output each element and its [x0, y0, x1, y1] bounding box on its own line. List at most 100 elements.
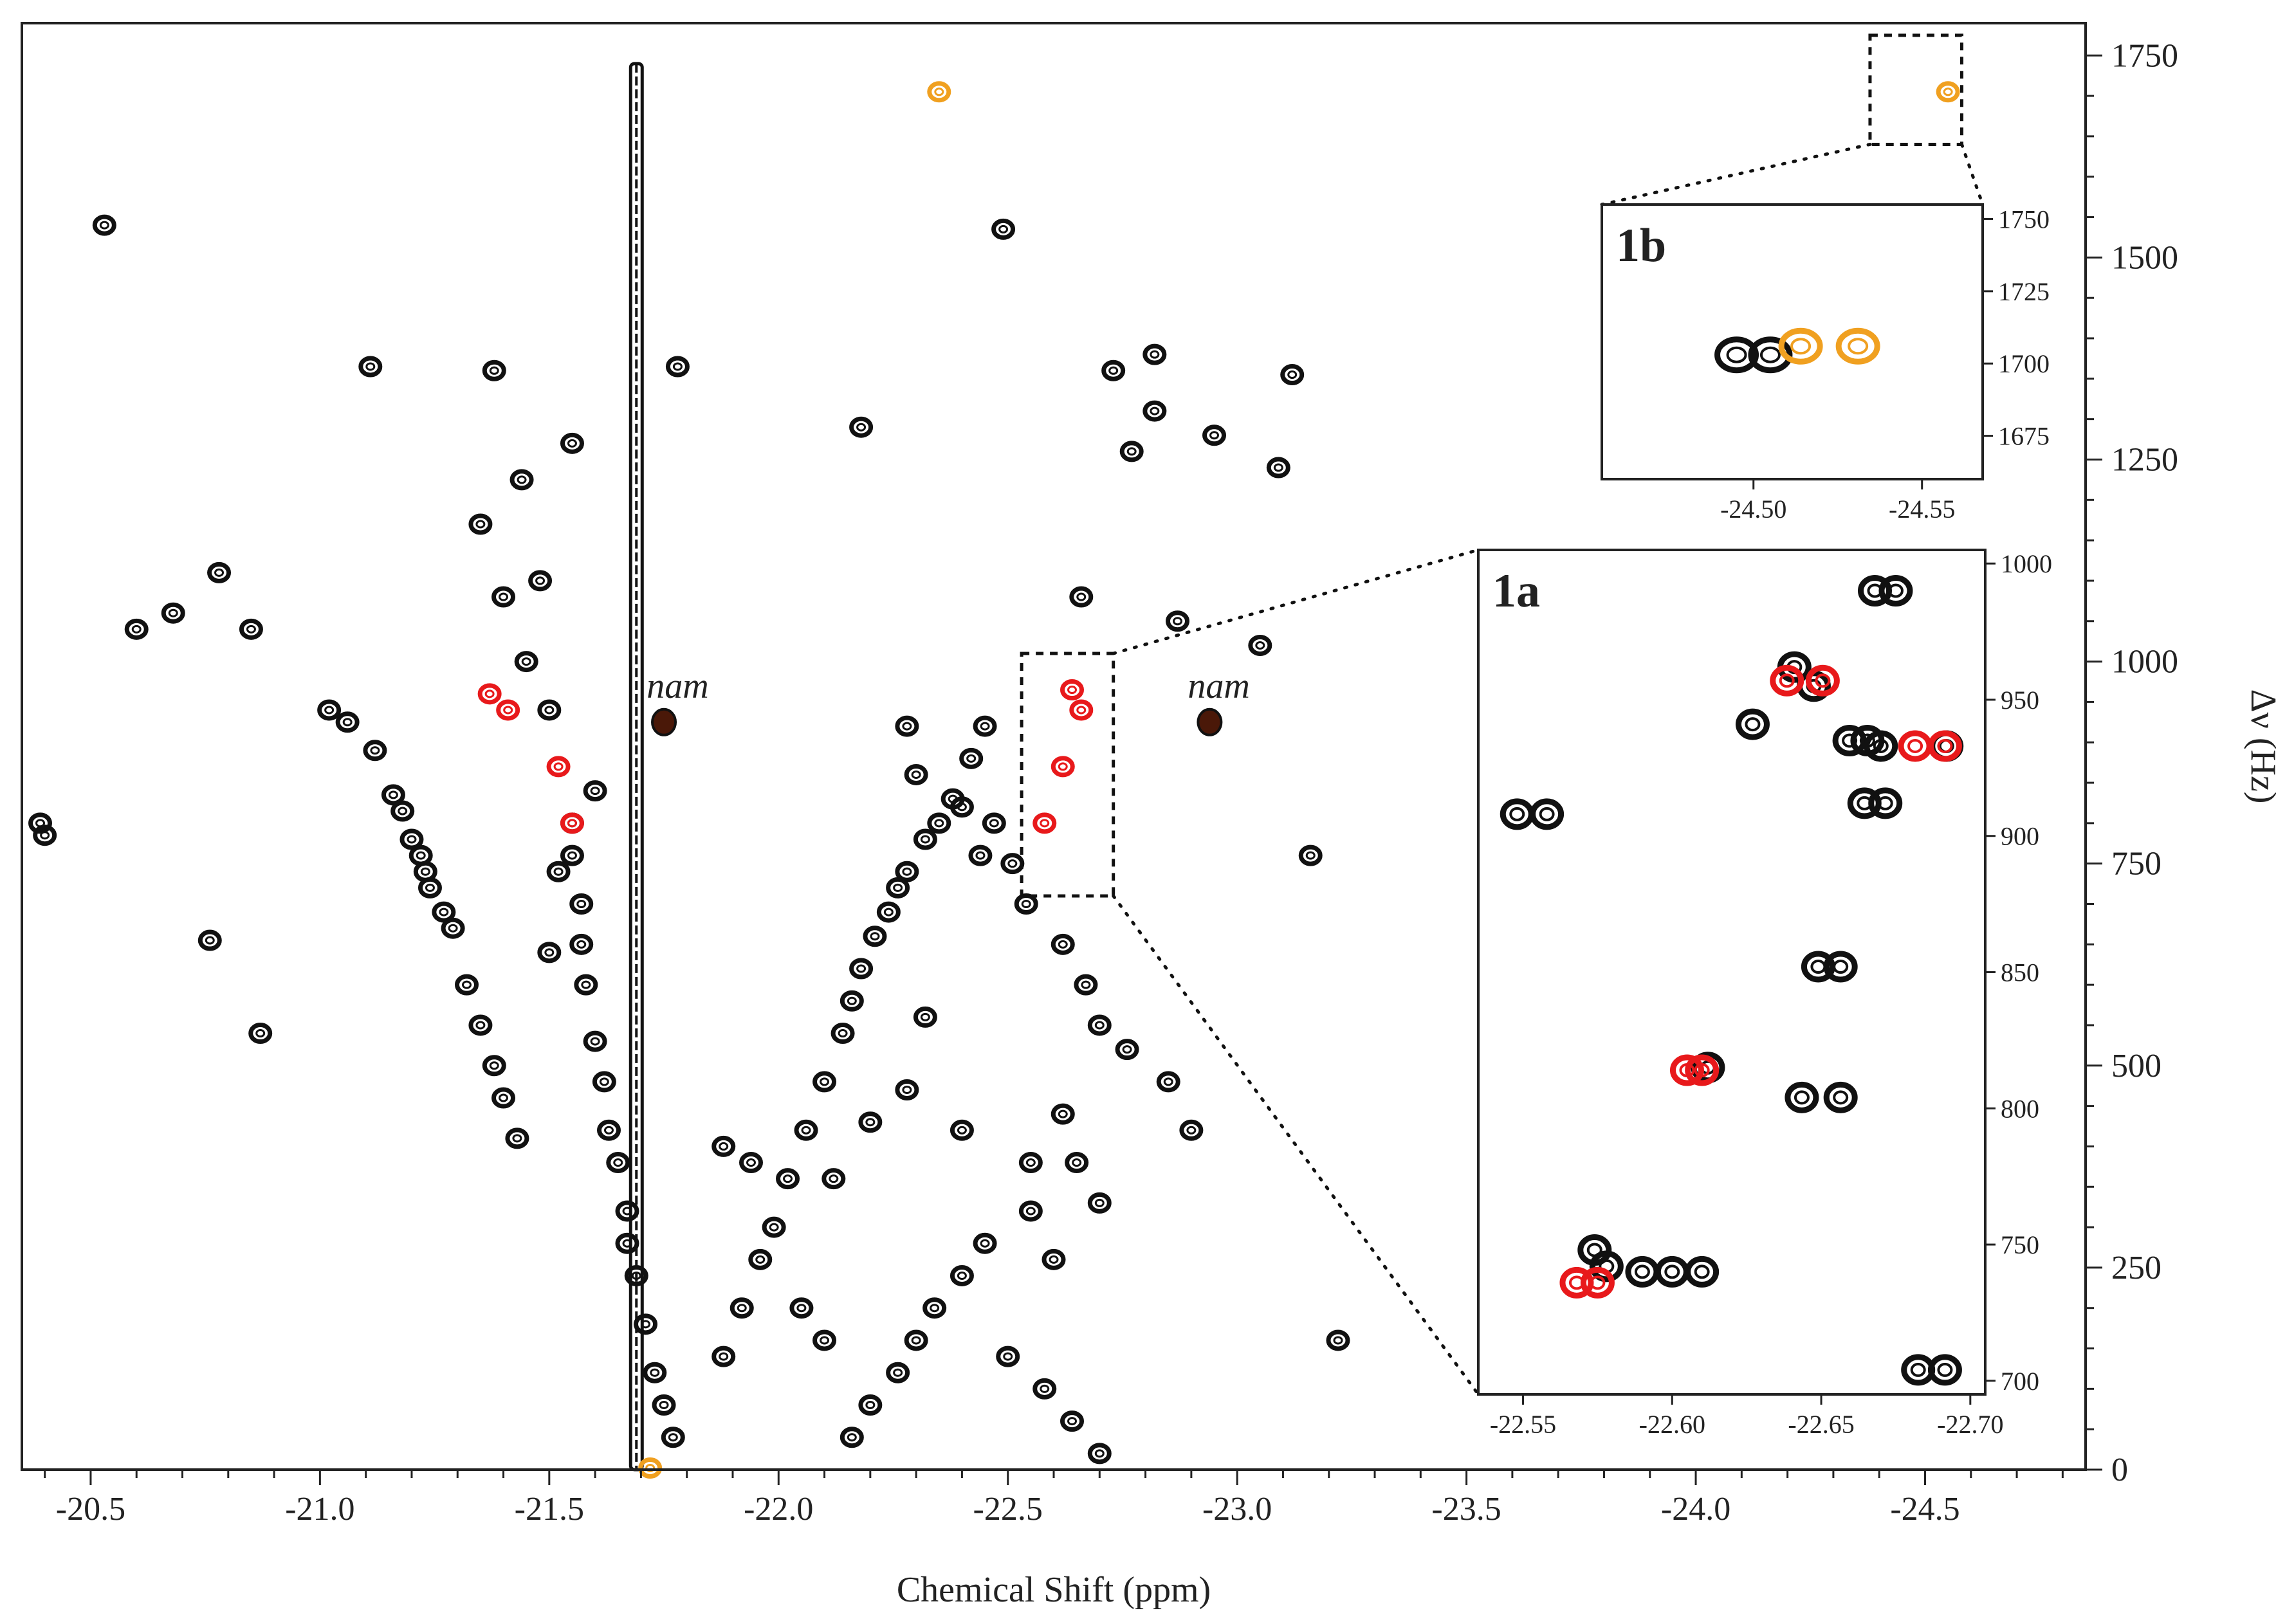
peak-peaks-inner — [1058, 940, 1068, 949]
peak-peaks-orange — [927, 81, 951, 103]
peak-peaks — [950, 1264, 974, 1286]
peak-peaks — [895, 861, 919, 882]
peak-peaks-inner — [603, 1126, 614, 1135]
peak-peaks-red-inner — [567, 819, 577, 828]
peak-peaks-inner — [40, 831, 50, 840]
peak-peaks — [996, 1346, 1020, 1367]
peak-peaks-inner — [544, 706, 555, 715]
peak-peaks — [1165, 610, 1189, 632]
peak-peaks — [748, 1248, 773, 1270]
inset-peak-peaks-orange — [1778, 327, 1823, 365]
peak-peaks-inner — [847, 996, 857, 1005]
peak-peaks-inner — [911, 770, 921, 779]
peak-peaks-inner — [737, 1304, 747, 1313]
inset-y-tick-label: 850 — [2001, 958, 2039, 987]
peak-peaks-inner — [1025, 1158, 1036, 1167]
peak-peaks-inner — [1150, 406, 1160, 415]
inset-peak-peaks-red — [1669, 1054, 1704, 1086]
zoom-box-1a — [1020, 652, 1115, 898]
peak-peaks-inner — [214, 568, 225, 577]
inset-frame — [1477, 549, 1987, 1396]
peak-peaks-inner — [865, 1118, 876, 1127]
inset-peak-peaks-inner — [1745, 717, 1761, 732]
peak-peaks — [1000, 853, 1025, 875]
peak-peaks-red — [1060, 679, 1085, 701]
peak-peaks-inner — [1172, 617, 1182, 626]
peak-peaks-inner — [448, 924, 458, 933]
peak-peaks-orange — [1936, 81, 1960, 103]
inset-peak-peaks — [1878, 575, 1913, 607]
inset-peak-peaks-red — [1805, 664, 1840, 697]
peak-peaks — [821, 1168, 846, 1190]
inset-peak-peaks-inner — [1726, 346, 1747, 363]
x-tick-label: -22.5 — [973, 1491, 1043, 1528]
x-tick-label: -24.5 — [1890, 1491, 1959, 1528]
peak-peaks — [1266, 457, 1290, 479]
peak-peaks — [973, 715, 997, 737]
peak-peaks — [1018, 1200, 1043, 1222]
peak-peaks-inner — [668, 1433, 678, 1442]
peak-peaks — [468, 513, 493, 535]
peak-peaks-inner — [920, 1012, 930, 1021]
peak-peaks-inner — [893, 1368, 903, 1377]
inset-peak-peaks-red — [1927, 730, 1962, 762]
peak-peaks — [1298, 844, 1323, 866]
peak-peaks-inner — [1186, 1126, 1197, 1135]
peak-peaks-inner — [599, 1077, 609, 1086]
inset-y-tick-label: 1725 — [1998, 277, 2050, 306]
peak-peaks-inner — [613, 1158, 623, 1167]
peak-peaks-inner — [1255, 641, 1265, 650]
inset-y-tick-label: 1000 — [2001, 549, 2052, 578]
peak-peaks — [569, 893, 594, 915]
peak-peaks-inner — [1021, 900, 1031, 909]
peak-peaks-inner — [659, 1400, 669, 1409]
peak-peaks — [468, 1014, 493, 1036]
inset-1b: -24.50 -24.55 1675 1700 1725 1750 1b — [1601, 203, 2050, 524]
inset-x-tick-label: -24.50 — [1720, 495, 1786, 524]
zoom-box-1b — [1868, 33, 1964, 146]
inset-y-tick-label: 900 — [2001, 822, 2039, 851]
peak-peaks — [886, 877, 910, 899]
peak-peaks-inner — [576, 900, 587, 909]
inset-peak-peaks — [1801, 951, 1835, 983]
inset-y-tick-label: 950 — [2001, 686, 2039, 715]
inset-peak-peaks — [1625, 1255, 1660, 1288]
peak-peaks-red — [546, 756, 571, 778]
inset-peak-peaks — [1823, 951, 1858, 983]
peak-peaks — [913, 828, 937, 850]
peak-peaks — [491, 1087, 516, 1109]
peak-peaks-inner — [820, 1077, 830, 1086]
peak-peaks — [418, 877, 442, 899]
peak-peaks-inner — [1076, 592, 1087, 601]
peak-peaks — [739, 1152, 763, 1174]
peak-peaks-inner — [370, 746, 380, 755]
peak-peaks-red — [1032, 812, 1057, 834]
peak-peaks — [1087, 1014, 1112, 1036]
peak-peaks-inner — [1305, 851, 1316, 860]
peak-peaks-red — [477, 683, 502, 705]
peak-peaks-inner — [407, 835, 417, 844]
peak-peaks-inner — [1003, 1352, 1013, 1361]
peak-peaks-inner — [893, 883, 903, 892]
peak-peaks-inner — [1094, 1449, 1105, 1458]
peak-peaks — [876, 901, 901, 923]
peak-peaks — [634, 1313, 658, 1335]
inset-peak-peaks-red-inner — [1815, 673, 1831, 688]
inset-peak-peaks-inner — [1842, 733, 1858, 748]
peak-peaks — [858, 1394, 883, 1416]
inset-peak-peaks-red-inner — [1907, 738, 1923, 753]
y-axis-ticks: 0 250 500 750 1000 1250 1500 1750 — [2086, 37, 2178, 1488]
peak-peaks — [390, 800, 415, 822]
peak-peaks — [615, 1200, 639, 1222]
peak-peaks — [840, 1427, 864, 1448]
y-tick-label: 1750 — [2111, 37, 2178, 74]
peak-peaks — [1101, 360, 1126, 381]
peak-peaks-inner — [246, 625, 256, 634]
y-axis-title: Δν (Hz) — [2243, 689, 2276, 804]
peak-peaks — [560, 844, 584, 866]
peak-peaks — [950, 1119, 974, 1141]
peak-peaks — [643, 1362, 667, 1383]
inset-peak-peaks-inner — [1833, 1090, 1849, 1105]
peak-peaks-inner — [998, 224, 1009, 233]
peak-peaks-inner — [398, 807, 408, 816]
